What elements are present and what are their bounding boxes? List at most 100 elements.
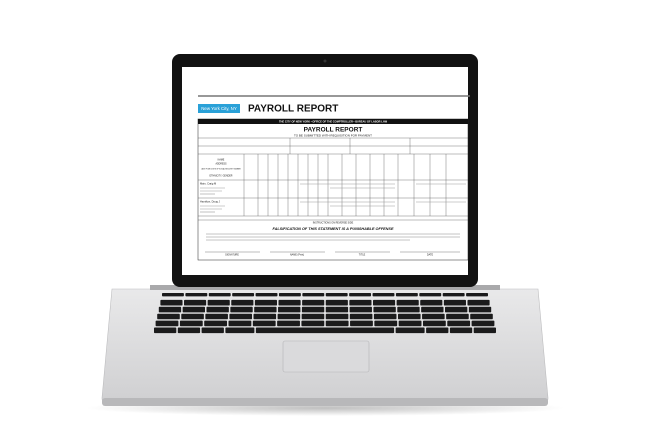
key: [155, 320, 179, 327]
key: [253, 313, 277, 320]
key: [228, 320, 252, 327]
key: [207, 299, 230, 306]
signature-label: NAME (Print): [290, 254, 304, 257]
key: [301, 313, 325, 320]
key: [230, 306, 253, 313]
key: [278, 299, 301, 306]
key: [225, 327, 255, 334]
key: [252, 320, 276, 327]
key: [325, 313, 349, 320]
key: [397, 313, 421, 320]
key: [467, 299, 490, 306]
key: [395, 327, 425, 334]
key: [446, 313, 469, 320]
key: [302, 299, 325, 306]
warning: FALSIFICATION OF THIS STATEMENT IS A PUN…: [272, 227, 393, 231]
key: [422, 313, 445, 320]
key: [158, 306, 182, 313]
key: [254, 299, 278, 306]
key: [184, 299, 207, 306]
key: [398, 320, 422, 327]
badge: [198, 104, 240, 113]
employee-name: Main, Craig M: [200, 182, 216, 186]
key: [419, 293, 442, 297]
instructions: INSTRUCTIONS ON REVERSE SIDE: [313, 222, 354, 225]
key: [179, 320, 203, 327]
key: [182, 306, 205, 313]
key: [185, 293, 208, 297]
signature-label: DATE: [427, 254, 434, 257]
key: [205, 313, 228, 320]
key: [443, 299, 466, 306]
form-banner: [198, 119, 468, 124]
key: [325, 306, 349, 313]
key: [349, 313, 373, 320]
key: [473, 327, 496, 334]
key: [301, 306, 325, 313]
key: [420, 299, 443, 306]
key: [325, 299, 348, 306]
key: [421, 306, 444, 313]
column-header: ADDRESS: [215, 163, 227, 166]
key: [468, 306, 492, 313]
signature-label: TITLE: [359, 254, 366, 257]
key: [395, 293, 418, 297]
camera: [323, 59, 327, 63]
signature-label: SIGNATURE: [225, 254, 239, 257]
form-subtitle: TO BE SUBMITTED WITH REQUISITION FOR PAY…: [294, 133, 372, 137]
key: [374, 320, 398, 327]
form-title: PAYROLL REPORT: [304, 127, 363, 134]
base-lip: [102, 398, 548, 406]
trackpad: [282, 340, 370, 373]
key: [470, 313, 493, 320]
key: [181, 313, 204, 320]
key: [396, 299, 419, 306]
banner-text: THE CITY OF NEW YORK • OFFICE OF THE COM…: [279, 119, 388, 123]
key: [255, 327, 395, 334]
key: [325, 293, 348, 297]
key: [277, 320, 300, 327]
key: [372, 293, 395, 297]
key: [445, 306, 468, 313]
key: [255, 293, 278, 297]
key: [277, 313, 301, 320]
key: [157, 313, 180, 320]
key: [373, 313, 397, 320]
key: [301, 320, 325, 327]
row-details: [200, 183, 466, 213]
key: [204, 320, 228, 327]
key: [442, 293, 465, 297]
key: [278, 306, 301, 313]
key: [325, 320, 349, 327]
key: [229, 313, 253, 320]
key: [232, 293, 255, 297]
page-title: PAYROLL REPORT: [248, 104, 338, 115]
signature-labels: SIGNATURE NAME (Print) TITLE DATE: [225, 254, 433, 257]
key: [254, 306, 277, 313]
key: [349, 299, 372, 306]
key: [349, 306, 372, 313]
key: [466, 293, 488, 297]
hinge: [150, 285, 500, 290]
column-header: LAST FOUR DIGITS OF SOCIAL SECURITY NUMB…: [201, 167, 241, 170]
statement-text: [206, 233, 460, 241]
key: [162, 293, 184, 297]
key: [447, 320, 471, 327]
form-grid: [198, 137, 468, 221]
key: [426, 327, 449, 334]
column-header: NAME: [218, 159, 225, 162]
badge-text: New York City, NY: [201, 106, 237, 111]
keyboard: [154, 293, 496, 334]
key: [449, 327, 473, 334]
key: [231, 299, 254, 306]
key: [208, 293, 231, 297]
key: [373, 306, 396, 313]
column-headers: NAME ADDRESS LAST FOUR DIGITS OF SOCIAL …: [201, 159, 241, 178]
key: [278, 293, 301, 297]
key: [350, 320, 373, 327]
key: [160, 299, 183, 306]
key: [471, 320, 495, 327]
screen: [182, 67, 468, 275]
